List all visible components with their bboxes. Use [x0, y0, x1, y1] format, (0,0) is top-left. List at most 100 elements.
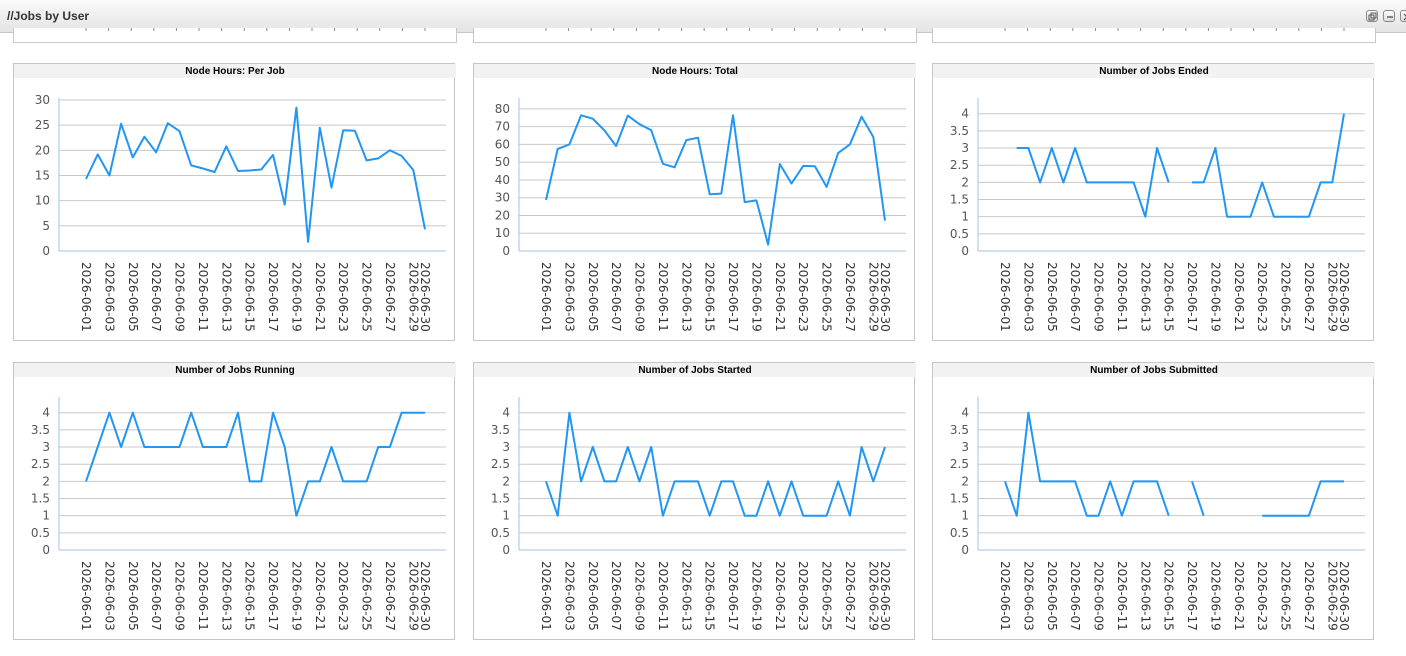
data-point: [107, 173, 112, 178]
x-tick-label: 2026-06-07: [1068, 262, 1082, 332]
x-tick-label: 2026-06-25: [360, 561, 374, 631]
x-tick-label: 2026-06-03: [1021, 262, 1035, 332]
data-point: [1096, 513, 1101, 518]
series-line: [545, 114, 886, 246]
data-point: [1119, 180, 1124, 185]
previous-chart-remnant: [932, 28, 1376, 43]
data-point: [812, 513, 817, 518]
data-point: [1155, 479, 1160, 484]
data-point: [1131, 479, 1136, 484]
y-tick-label: 70: [495, 120, 510, 134]
y-tick-label: 25: [35, 118, 50, 132]
x-tick-label: 2026-06-05: [1045, 561, 1059, 631]
series-line: [1016, 147, 1170, 218]
data-point: [317, 479, 322, 484]
x-tick-label: 2026-06-01: [539, 262, 553, 332]
x-tick-label: 2026-06-03: [102, 262, 116, 332]
y-tick-label: 3.5: [950, 124, 969, 138]
y-tick-label: 0: [42, 244, 50, 258]
data-point: [672, 165, 677, 170]
x-tick-label: 2026-06-25: [820, 262, 834, 332]
data-point: [84, 479, 89, 484]
y-tick-label: 0.5: [491, 526, 510, 540]
x-tick-label: 2026-06-25: [820, 561, 834, 631]
x-tick-label: 2026-06-23: [1255, 262, 1269, 332]
x-tick-label: 2026-06-17: [726, 561, 740, 631]
x-tick-label: 2026-06-13: [679, 262, 693, 332]
y-tick-label: 15: [35, 169, 50, 183]
x-tick-label: 2026-06-07: [149, 561, 163, 631]
data-point: [212, 445, 217, 450]
data-point: [1061, 180, 1066, 185]
x-tick-label: 2026-06-09: [173, 561, 187, 631]
data-point: [544, 198, 549, 203]
x-tick-label: 2026-06-01: [79, 262, 93, 332]
data-point: [236, 410, 241, 415]
data-point: [376, 156, 381, 161]
x-tick-label: 2026-06-29: [406, 561, 420, 631]
restore-icon[interactable]: [1366, 10, 1378, 22]
data-point: [236, 169, 241, 174]
x-tick-label: 2026-06-29: [866, 561, 880, 631]
x-tick-label: 2026-06-19: [289, 262, 303, 332]
y-tick-label: 0: [502, 543, 510, 557]
data-point: [1014, 146, 1019, 151]
x-tick-label: 2026-06-09: [633, 561, 647, 631]
data-point: [637, 479, 642, 484]
data-point: [423, 410, 428, 415]
data-point: [1038, 479, 1043, 484]
data-point: [95, 152, 100, 157]
data-point: [1236, 214, 1241, 219]
y-tick-label: 60: [495, 137, 510, 151]
data-point: [824, 513, 829, 518]
y-tick-label: 2: [961, 474, 969, 488]
x-tick-label: 2026-06-05: [586, 262, 600, 332]
data-point: [1225, 214, 1230, 219]
data-point: [660, 161, 665, 166]
data-point: [883, 445, 888, 450]
data-point: [165, 445, 170, 450]
x-tick-label: 2026-06-23: [796, 262, 810, 332]
data-point: [1061, 479, 1066, 484]
data-point: [317, 125, 322, 130]
x-tick-label: 2026-06-19: [749, 262, 763, 332]
data-point: [341, 479, 346, 484]
data-point: [590, 116, 595, 121]
x-tick-label: 2026-06-07: [609, 262, 623, 332]
data-point: [306, 239, 311, 244]
x-tick-label: 2026-06-21: [1232, 262, 1246, 332]
x-tick-label: 2026-06-17: [1185, 561, 1199, 631]
data-point: [387, 445, 392, 450]
data-point: [271, 152, 276, 157]
data-point: [294, 513, 299, 518]
chart-title: Number of Jobs Ended: [1099, 66, 1208, 77]
y-tick-label: 3.5: [31, 423, 50, 437]
data-point: [789, 181, 794, 186]
data-point: [1119, 513, 1124, 518]
x-tick-label: 2026-06-21: [773, 561, 787, 631]
chart-title-bar: [474, 64, 916, 78]
x-tick-label: 2026-06-15: [243, 561, 257, 631]
data-point: [766, 479, 771, 484]
close-icon[interactable]: [1400, 10, 1406, 22]
y-tick-label: 10: [35, 194, 50, 208]
y-tick-label: 1.5: [950, 492, 969, 506]
chart-jobs-started: Number of Jobs Started 0 0.5 1 1.5 2 2.5 3 3.5 4 2…: [473, 362, 916, 640]
y-tick-label: 2: [42, 474, 50, 488]
data-point: [1306, 214, 1311, 219]
data-point: [1049, 479, 1054, 484]
x-tick-label: 2026-06-09: [173, 262, 187, 332]
data-point: [555, 146, 560, 151]
data-point: [824, 184, 829, 189]
data-point: [399, 153, 404, 158]
y-tick-label: 2.5: [950, 457, 969, 471]
portlet-title: //Jobs by User: [7, 9, 90, 23]
data-point: [1084, 513, 1089, 518]
series-line: [1192, 113, 1345, 218]
y-tick-label: 0: [961, 244, 969, 258]
y-tick-label: 0: [502, 244, 510, 258]
data-point: [567, 142, 572, 147]
y-tick-label: 4: [42, 406, 50, 420]
y-tick-label: 20: [35, 143, 50, 157]
minimize-icon[interactable]: [1383, 10, 1395, 22]
